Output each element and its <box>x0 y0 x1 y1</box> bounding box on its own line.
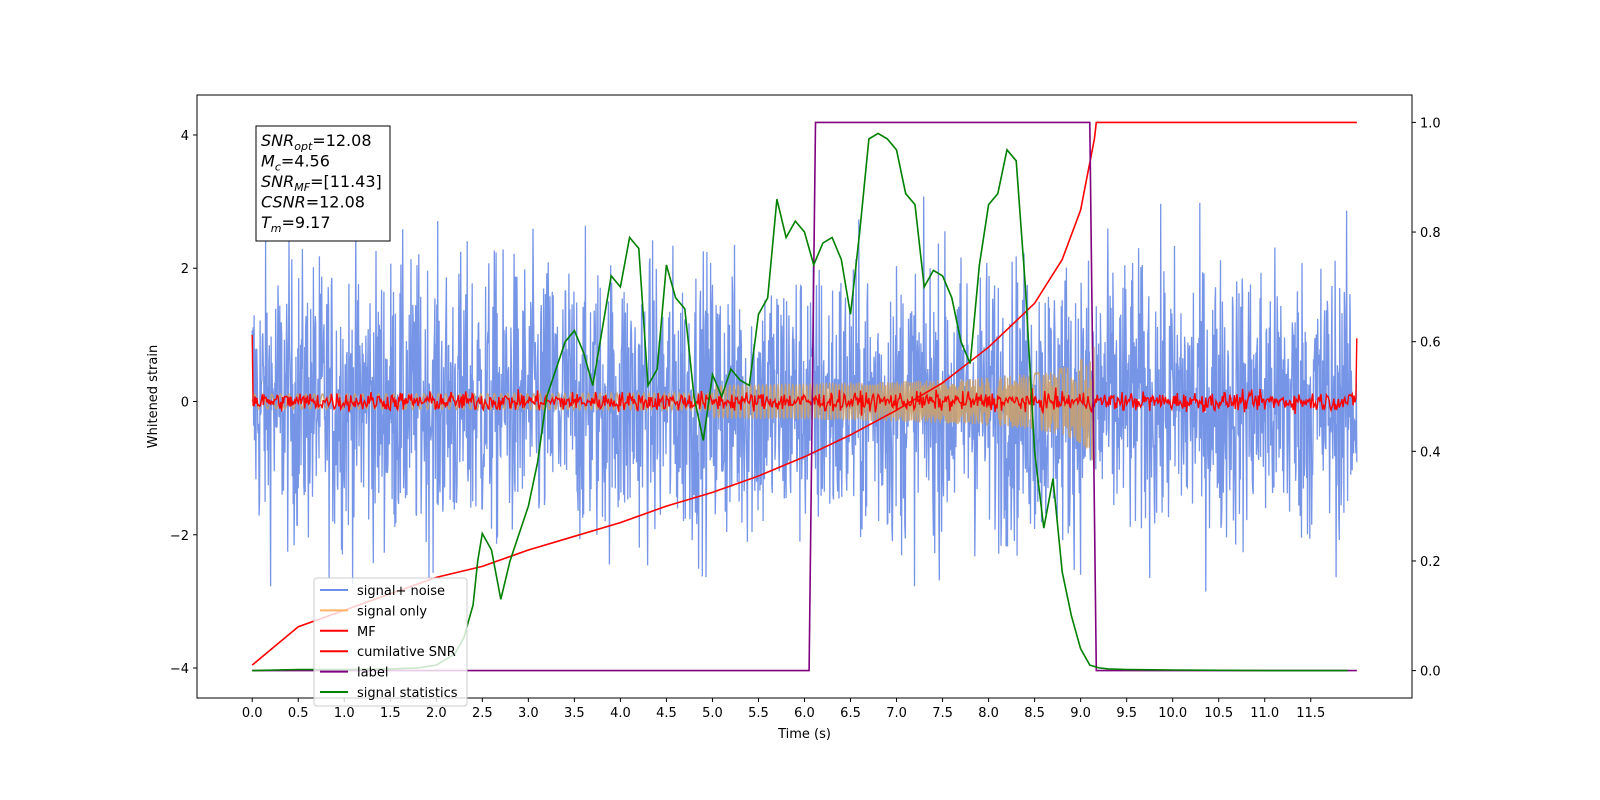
series-signal-statistics-line <box>252 132 1348 672</box>
series-mf-line <box>251 334 1358 416</box>
legend-label: signal+ noise <box>357 584 445 599</box>
x-tick-label: 10.5 <box>1204 706 1233 721</box>
x-tick-label: 7.5 <box>932 706 953 721</box>
stats-annotation-box: SNRopt=12.08Mc=4.56SNRMF=[11.43]CSNR=12.… <box>255 125 391 242</box>
x-tick-label: 0.5 <box>288 706 309 721</box>
y-axis-left: 4 2 0 −2 −4 <box>170 129 197 677</box>
y-right-tick-label: 0.4 <box>1420 445 1441 460</box>
x-tick-label: 6.0 <box>794 706 815 721</box>
x-tick-label: 4.0 <box>610 706 631 721</box>
x-tick-label: 2.0 <box>426 706 447 721</box>
legend: signal+ noise signal only MF cumilative SNR… <box>313 577 468 707</box>
legend-label: cumilative SNR <box>357 645 456 660</box>
annotation-line: Tm=9.17 <box>261 213 331 235</box>
x-tick-label: 5.0 <box>702 706 723 721</box>
y-right-tick-label: 0.6 <box>1420 336 1441 351</box>
x-tick-label: 1.5 <box>380 706 401 721</box>
x-axis: 0.0 0.5 1.0 1.5 2.0 2.5 3.0 3.5 4.0 4.5 5.0 5.5 6.0 6… <box>242 698 1325 721</box>
annotation-box <box>255 125 391 242</box>
x-tick-label: 4.5 <box>656 706 677 721</box>
legend-label: signal statistics <box>357 686 458 701</box>
y-left-tick-label: 4 <box>181 129 189 144</box>
legend-box <box>313 577 468 707</box>
y-right-tick-label: 0.2 <box>1420 555 1441 570</box>
x-tick-label: 3.0 <box>518 706 539 721</box>
series-label-line <box>252 121 1357 672</box>
annotation-line: SNRMF=[11.43] <box>261 172 382 194</box>
x-tick-label: 8.5 <box>1024 706 1045 721</box>
annotation-line: SNRopt=12.08 <box>261 131 372 153</box>
x-tick-label: 5.5 <box>748 706 769 721</box>
x-tick-label: 3.5 <box>564 706 585 721</box>
x-tick-label: 2.5 <box>472 706 493 721</box>
legend-label: label <box>357 666 388 681</box>
annotation-line: Mc=4.56 <box>261 152 330 174</box>
legend-label: signal only <box>357 604 427 619</box>
y-left-tick-label: −2 <box>170 529 189 544</box>
legend-label: MF <box>357 625 376 640</box>
y-left-tick-label: 2 <box>181 262 189 277</box>
y-axis-label: Whitened strain <box>146 345 161 448</box>
x-tick-label: 6.5 <box>840 706 861 721</box>
x-tick-label: 9.5 <box>1116 706 1137 721</box>
y-left-tick-label: −4 <box>170 662 189 677</box>
x-tick-label: 8.0 <box>978 706 999 721</box>
y-left-tick-label: 0 <box>181 395 189 410</box>
x-tick-label: 11.0 <box>1250 706 1279 721</box>
y-axis-right: 1.0 0.8 0.6 0.4 0.2 0.0 <box>1412 116 1441 680</box>
x-tick-label: 7.0 <box>886 706 907 721</box>
x-tick-label: 1.0 <box>334 706 355 721</box>
annotation-line: CSNR=12.08 <box>261 193 365 212</box>
y-right-tick-label: 0.0 <box>1420 665 1441 680</box>
x-tick-label: 10.0 <box>1158 706 1187 721</box>
x-tick-label: 0.0 <box>242 706 263 721</box>
x-axis-label: Time (s) <box>777 727 831 742</box>
x-tick-label: 9.0 <box>1070 706 1091 721</box>
y-right-tick-label: 0.8 <box>1420 226 1441 241</box>
x-tick-label: 11.5 <box>1296 706 1325 721</box>
y-right-tick-label: 1.0 <box>1420 116 1441 131</box>
